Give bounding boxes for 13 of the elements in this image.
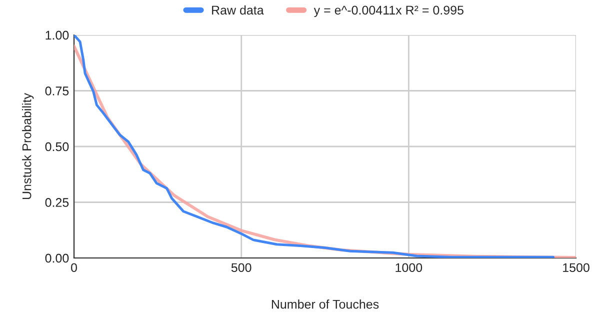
y-tick-label: 1.00 (46, 30, 69, 40)
x-tick-label: 0 (71, 263, 77, 272)
x-axis-title: Number of Touches (272, 300, 379, 309)
y-tick-label: 0.50 (45, 142, 69, 152)
x-tick-label: 500 (231, 263, 252, 272)
x-tick-label: 1500 (563, 263, 590, 272)
y-tick-label: 0.75 (45, 86, 69, 96)
y-tick-label: 0.00 (45, 254, 69, 263)
x-tick-label: 1000 (396, 263, 422, 272)
legend-label: Raw data (212, 5, 264, 15)
y-tick-label: 0.25 (45, 198, 69, 207)
legend-label: y = e^-0.00411x R² = 0.995 (314, 6, 464, 18)
y-axis-title: Unstuck Probability (22, 93, 34, 200)
